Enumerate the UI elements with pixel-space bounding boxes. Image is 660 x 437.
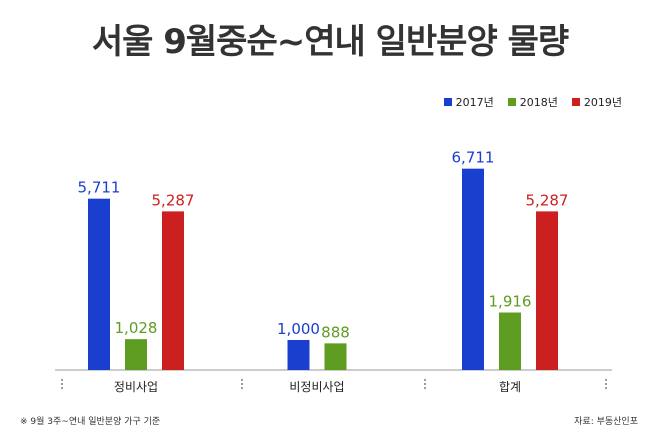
axis-separator-dot: [61, 387, 63, 389]
data-label: 5,287: [526, 191, 569, 209]
source-note: 자료: 부동산인포: [574, 417, 638, 427]
axis-separator-dot: [605, 387, 607, 389]
data-label: 5,711: [78, 179, 121, 197]
data-label: 888: [321, 323, 350, 341]
legend-swatch-2019: [571, 98, 580, 106]
category-label: 비정비사업: [289, 380, 344, 394]
axis-separator-dot: [241, 387, 243, 389]
legend-label-2017: 2017년: [455, 96, 494, 109]
data-label: 1,028: [115, 319, 158, 337]
data-label: 5,287: [152, 191, 195, 209]
legend-swatch-2018: [507, 98, 516, 106]
legend-item-2018: 2018년: [507, 94, 558, 110]
bar-2018년-비정비사업: [324, 343, 347, 370]
axis-separator-dot: [424, 387, 426, 389]
legend-label-2018: 2018년: [519, 96, 558, 109]
legend-swatch-2017: [443, 98, 452, 106]
legend-item-2017: 2017년: [443, 94, 494, 110]
category-label: 정비사업: [114, 380, 158, 394]
footnote: ※ 9월 3주~연내 일반분양 가구 기준: [20, 417, 161, 427]
category-label: 합계: [499, 380, 521, 394]
legend-item-2019: 2019년: [571, 94, 622, 110]
bar-2017년-합계: [462, 168, 484, 370]
bar-2017년-정비사업: [88, 198, 110, 370]
axis-separator-dot: [605, 379, 607, 381]
axis-separator-dot: [241, 383, 243, 385]
bar-2019년-합계: [536, 211, 558, 370]
axis-separator-dot: [424, 379, 426, 381]
axis-separator-dot: [424, 383, 426, 385]
axis-separator-dot: [241, 379, 243, 381]
axis-separator-dot: [61, 383, 63, 385]
axis-separator-dot: [61, 379, 63, 381]
bar-2017년-비정비사업: [287, 340, 310, 370]
axis-separator-dot: [605, 383, 607, 385]
legend: 2017년 2018년 2019년: [443, 94, 622, 110]
data-label: 1,000: [277, 320, 320, 338]
bar-2019년-정비사업: [162, 211, 184, 370]
legend-label-2019: 2019년: [583, 96, 622, 109]
data-label: 6,711: [452, 149, 495, 167]
bar-2018년-정비사업: [125, 339, 147, 370]
chart-title: 서울 9월중순~연내 일반분양 물량: [91, 22, 569, 62]
bar-2018년-합계: [499, 312, 521, 370]
data-label: 1,916: [489, 293, 532, 311]
